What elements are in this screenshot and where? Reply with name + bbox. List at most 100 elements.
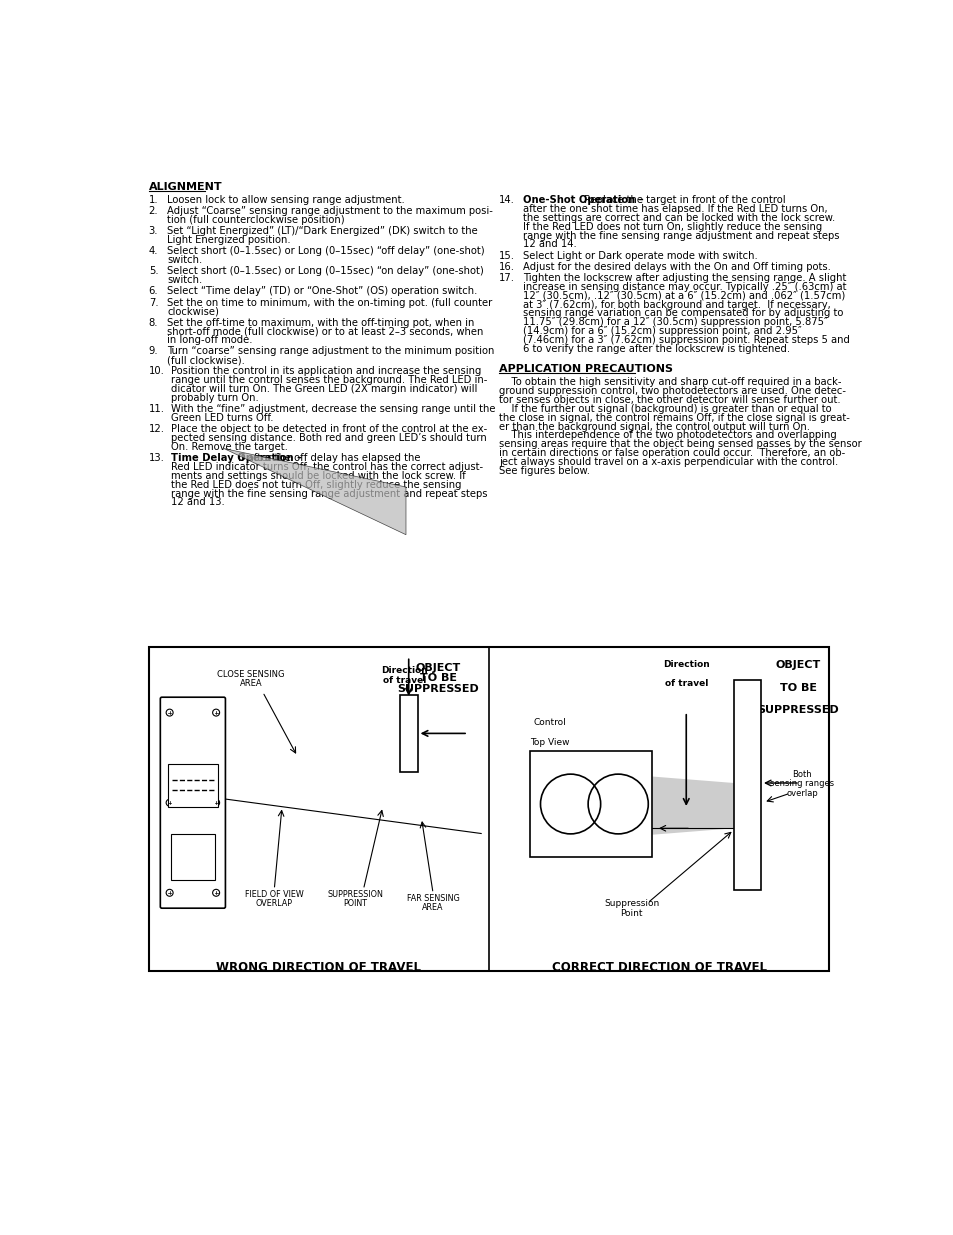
Text: 12 and 14.: 12 and 14. — [522, 240, 577, 249]
Text: APPLICATION PRECAUTIONS: APPLICATION PRECAUTIONS — [498, 364, 672, 374]
Text: Point: Point — [619, 909, 642, 919]
Text: pected sensing distance. Both red and green LED’s should turn: pected sensing distance. Both red and gr… — [171, 433, 486, 443]
Text: Select “Time delay” (TD) or “One-Shot” (OS) operation switch.: Select “Time delay” (TD) or “One-Shot” (… — [167, 287, 477, 296]
Text: This interdependence of the two photodetectors and overlapping: This interdependence of the two photodet… — [498, 431, 836, 441]
Text: If the further out signal (background) is greater than or equal to: If the further out signal (background) i… — [498, 404, 831, 414]
Text: CLOSE SENSING: CLOSE SENSING — [217, 671, 284, 679]
Text: One-Shot Operation –: One-Shot Operation – — [522, 195, 643, 205]
Text: Turn “coarse” sensing range adjustment to the minimum position: Turn “coarse” sensing range adjustment t… — [167, 347, 495, 357]
Polygon shape — [652, 777, 733, 835]
Text: ground suppression control, two photodetectors are used. One detec-: ground suppression control, two photodet… — [498, 387, 845, 396]
Text: ments and settings should be locked with the lock screw. If: ments and settings should be locked with… — [171, 471, 465, 480]
Text: Place the object to be detected in front of the control at the ex-: Place the object to be detected in front… — [171, 425, 487, 435]
Text: tion (full counterclockwise position): tion (full counterclockwise position) — [167, 215, 345, 225]
Text: Select short (0–1.5sec) or Long (0–15sec) “on delay” (one-shot): Select short (0–1.5sec) or Long (0–15sec… — [167, 267, 483, 277]
Text: 12 and 13.: 12 and 13. — [171, 498, 225, 508]
Text: Select Light or Dark operate mode with switch.: Select Light or Dark operate mode with s… — [522, 251, 757, 261]
Polygon shape — [224, 448, 406, 535]
Text: OVERLAP: OVERLAP — [255, 899, 293, 908]
Text: tor senses objects in close, the other detector will sense further out.: tor senses objects in close, the other d… — [498, 395, 840, 405]
Text: Loosen lock to allow sensing range adjustment.: Loosen lock to allow sensing range adjus… — [167, 195, 405, 205]
Text: Replace the target in front of the control: Replace the target in front of the contr… — [580, 195, 785, 205]
Bar — [168, 764, 217, 806]
Text: SUPPRESSED: SUPPRESSED — [397, 684, 479, 694]
Text: the settings are correct and can be locked with the lock screw.: the settings are correct and can be lock… — [522, 212, 835, 222]
Text: 13.: 13. — [149, 453, 165, 463]
Text: Top View: Top View — [530, 737, 569, 747]
Text: Suppression: Suppression — [603, 899, 659, 909]
Text: 9.: 9. — [149, 347, 158, 357]
Text: WRONG DIRECTION OF TRAVEL: WRONG DIRECTION OF TRAVEL — [216, 961, 421, 974]
Text: ALIGNMENT: ALIGNMENT — [149, 182, 222, 193]
Text: of travel: of travel — [664, 679, 707, 688]
Text: Set the on time to minimum, with the on-timing pot. (full counter: Set the on time to minimum, with the on-… — [167, 298, 492, 308]
Text: Green LED turns Off.: Green LED turns Off. — [171, 412, 274, 424]
Text: ject always should travel on a x-axis perpendicular with the control.: ject always should travel on a x-axis pe… — [498, 457, 838, 467]
Text: range with the fine sensing range adjustment and repeat steps: range with the fine sensing range adjust… — [522, 231, 839, 241]
Bar — [399, 695, 417, 772]
Text: With the “fine” adjustment, decrease the sensing range until the: With the “fine” adjustment, decrease the… — [171, 404, 496, 414]
Text: Both: Both — [791, 771, 811, 779]
Text: CORRECT DIRECTION OF TRAVEL: CORRECT DIRECTION OF TRAVEL — [551, 961, 765, 974]
Text: 12″ (30.5cm), .12″ (30.5cm) at a 6″ (15.2cm) and .062″ (1.57cm): 12″ (30.5cm), .12″ (30.5cm) at a 6″ (15.… — [522, 290, 844, 300]
Text: OBJECT: OBJECT — [775, 659, 821, 671]
Text: 6.: 6. — [149, 287, 158, 296]
Text: sensing ranges: sensing ranges — [769, 779, 833, 788]
Text: (14.9cm) for a 6″ (15.2cm) suppression point, and 2.95″: (14.9cm) for a 6″ (15.2cm) suppression p… — [522, 326, 801, 336]
Text: overlap: overlap — [785, 788, 817, 798]
Text: 14.: 14. — [498, 195, 515, 205]
Text: range with the fine sensing range adjustment and repeat steps: range with the fine sensing range adjust… — [171, 489, 487, 499]
Text: 5.: 5. — [149, 267, 158, 277]
Text: 11.: 11. — [149, 404, 165, 414]
Text: short-off mode (full clockwise) or to at least 2–3 seconds, when: short-off mode (full clockwise) or to at… — [167, 326, 483, 336]
Text: 10.: 10. — [149, 367, 165, 377]
Text: range until the control senses the background. The Red LED in-: range until the control senses the backg… — [171, 375, 487, 385]
Text: Direction: Direction — [381, 667, 428, 676]
Text: 15.: 15. — [498, 251, 515, 261]
Text: sensing range variation can be compensated for by adjusting to: sensing range variation can be compensat… — [522, 309, 842, 319]
Text: Adjust “Coarse” sensing range adjustment to the maximum posi-: Adjust “Coarse” sensing range adjustment… — [167, 206, 493, 216]
Text: Direction: Direction — [662, 659, 709, 669]
Text: Position the control in its application and increase the sensing: Position the control in its application … — [171, 367, 481, 377]
Text: SUPPRESSED: SUPPRESSED — [757, 705, 839, 715]
Text: 8.: 8. — [149, 317, 158, 327]
Text: If after the off delay has elapsed the: If after the off delay has elapsed the — [234, 453, 420, 463]
Text: Red LED indicator turns Off, the control has the correct adjust-: Red LED indicator turns Off, the control… — [171, 462, 483, 472]
Text: Light Energized position.: Light Energized position. — [167, 235, 291, 246]
Text: Set the off-time to maximum, with the off-timing pot, when in: Set the off-time to maximum, with the of… — [167, 317, 475, 327]
Text: TO BE: TO BE — [419, 673, 456, 683]
Text: 17.: 17. — [498, 273, 515, 283]
Text: dicator will turn On. The Green LED (2X margin indicator) will: dicator will turn On. The Green LED (2X … — [171, 384, 477, 394]
Text: the close in signal, the control remains Off, if the close signal is great-: the close in signal, the control remains… — [498, 412, 849, 422]
Text: 7.: 7. — [149, 298, 158, 308]
Text: On. Remove the target.: On. Remove the target. — [171, 442, 288, 452]
Text: 11.75″ (29.8cm) for a 12″ (30.5cm) suppression point, 5.875″: 11.75″ (29.8cm) for a 12″ (30.5cm) suppr… — [522, 317, 827, 327]
Text: FAR SENSING: FAR SENSING — [406, 894, 459, 903]
Text: AREA: AREA — [239, 679, 262, 688]
FancyBboxPatch shape — [160, 698, 225, 908]
Bar — [171, 834, 214, 879]
Text: Tighten the lockscrew after adjusting the sensing range. A slight: Tighten the lockscrew after adjusting th… — [522, 273, 845, 283]
Bar — [733, 679, 760, 889]
Text: of travel: of travel — [383, 677, 426, 685]
Text: SUPPRESSION: SUPPRESSION — [327, 889, 383, 899]
Text: POINT: POINT — [343, 899, 367, 908]
Text: 1.: 1. — [149, 195, 158, 205]
Text: Adjust for the desired delays with the On and Off timing pots.: Adjust for the desired delays with the O… — [522, 262, 830, 272]
Text: FIELD OF VIEW: FIELD OF VIEW — [245, 889, 303, 899]
Text: er than the background signal, the control output will turn On.: er than the background signal, the contr… — [498, 421, 809, 431]
Text: at 3″ (7.62cm), for both background and target.  If necessary,: at 3″ (7.62cm), for both background and … — [522, 300, 830, 310]
Bar — [529, 751, 652, 857]
Text: 16.: 16. — [498, 262, 515, 272]
Text: (full clockwise).: (full clockwise). — [167, 356, 245, 366]
Text: Time Delay Operation –: Time Delay Operation – — [171, 453, 302, 463]
Text: sensing areas require that the object being sensed passes by the sensor: sensing areas require that the object be… — [498, 440, 861, 450]
Text: switch.: switch. — [167, 275, 202, 285]
Text: switch.: switch. — [167, 256, 202, 266]
Text: in certain directions or false operation could occur.  Therefore, an ob-: in certain directions or false operation… — [498, 448, 844, 458]
Text: AREA: AREA — [422, 903, 443, 911]
Text: in long-off mode.: in long-off mode. — [167, 336, 253, 346]
Text: 6 to verify the range after the lockscrew is tightened.: 6 to verify the range after the lockscre… — [522, 343, 789, 353]
Bar — [149, 647, 828, 971]
Text: 4.: 4. — [149, 246, 158, 257]
